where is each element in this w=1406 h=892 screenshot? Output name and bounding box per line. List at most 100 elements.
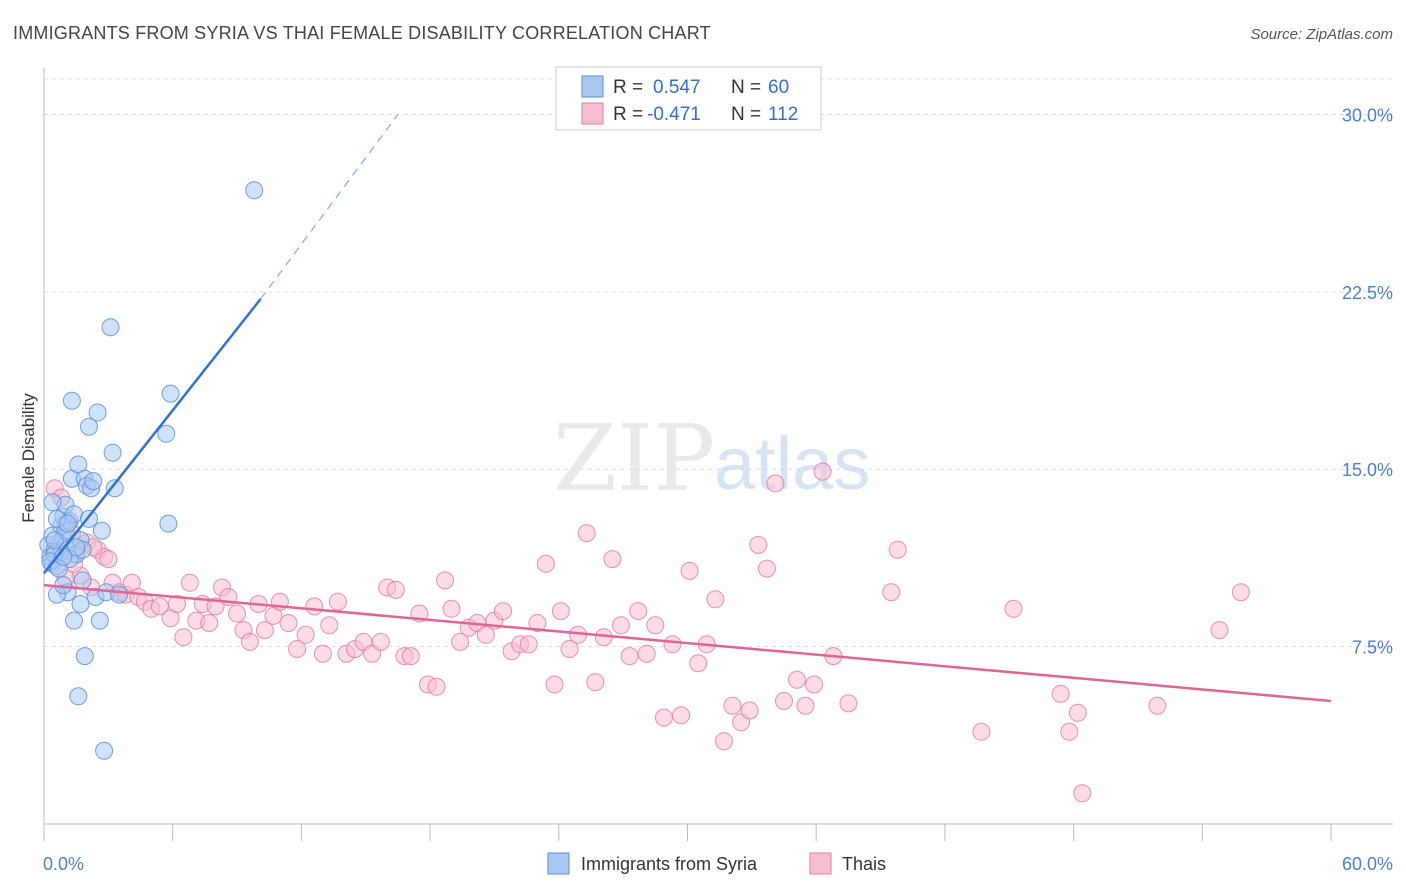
thais-point-91 [740, 701, 759, 720]
thais-point-49 [386, 580, 405, 599]
thais-point-37 [288, 640, 307, 658]
thais-point-96 [787, 670, 806, 689]
trend-line-thais [43, 583, 1332, 703]
syria-point-31 [105, 479, 124, 498]
thais-point-101 [839, 694, 858, 713]
syria-point-45 [69, 687, 88, 706]
bottom-legend-swatch-thais [809, 852, 832, 875]
syria-point-44 [75, 647, 94, 666]
series-syria-points [39, 181, 264, 760]
syria-point-54 [73, 571, 92, 590]
thais-point-89 [723, 696, 742, 715]
y-tick-labels: 7.5% 15.0% 22.5% 30.0% [1342, 105, 1393, 657]
thais-point-41 [320, 616, 339, 635]
thais-point-111 [1210, 621, 1229, 640]
syria-point-59 [58, 514, 77, 533]
x-tick-label-min: 0.0% [43, 854, 84, 874]
thais-point-62 [494, 602, 512, 621]
thais-point-18 [150, 597, 169, 616]
thais-point-31 [240, 632, 259, 651]
thais-point-92 [749, 535, 768, 554]
thais-point-39 [305, 597, 324, 616]
thais-point-84 [680, 561, 699, 580]
y-tick-label-3: 30.0% [1342, 105, 1393, 125]
thais-point-98 [805, 675, 824, 694]
thais-point-22 [180, 573, 199, 592]
syria-point-43 [71, 595, 90, 613]
syria-point-46 [95, 741, 114, 760]
x-tick-label-max: 60.0% [1342, 854, 1393, 874]
syria-point-55 [43, 493, 62, 512]
syria-point-38 [159, 514, 178, 533]
legend-n-label-thais: N = [731, 104, 761, 125]
source-credit: Source: ZipAtlas.com [1250, 26, 1393, 43]
syria-point-27 [90, 611, 109, 630]
thais-point-78 [629, 602, 648, 621]
axes [43, 68, 1393, 841]
thais-point-77 [620, 647, 639, 666]
syria-point-34 [80, 417, 98, 436]
legend-r-value-syria: 0.547 [653, 77, 701, 98]
thais-point-79 [637, 644, 656, 663]
series-thais-points [45, 462, 1250, 803]
legend-n-label-syria: N = [731, 77, 761, 98]
thais-point-72 [577, 524, 596, 543]
thais-point-83 [672, 706, 691, 725]
thais-point-56 [442, 599, 461, 618]
thais-point-88 [715, 732, 733, 751]
watermark-zip: ZIP [553, 405, 715, 512]
thais-point-60 [476, 625, 495, 644]
thais-point-21 [174, 628, 193, 647]
thais-point-99 [813, 462, 832, 481]
legend-n-value-thais: 112 [768, 104, 798, 125]
thais-point-10 [99, 550, 118, 569]
syria-point-42 [65, 611, 83, 630]
legend-swatch-syria [581, 75, 604, 98]
thais-point-57 [451, 632, 470, 651]
thais-point-109 [1073, 784, 1092, 803]
thais-point-95 [775, 692, 793, 710]
thais-point-103 [888, 540, 907, 559]
syria-point-40 [245, 181, 264, 200]
syria-point-28 [92, 521, 111, 540]
thais-point-36 [279, 614, 298, 632]
thais-point-75 [603, 550, 622, 569]
thais-point-104 [972, 722, 991, 741]
syria-point-37 [157, 424, 176, 443]
thais-point-29 [228, 604, 246, 623]
grid-lines [44, 78, 1393, 648]
thais-point-51 [401, 647, 420, 666]
thais-point-73 [586, 673, 605, 692]
thais-point-66 [528, 614, 547, 632]
thais-point-107 [1060, 722, 1079, 741]
watermark: ZIP atlas [553, 405, 870, 512]
thais-point-67 [536, 554, 555, 573]
syria-point-33 [88, 403, 107, 422]
thais-point-55 [436, 571, 455, 590]
thais-point-68 [545, 675, 564, 694]
thais-point-108 [1068, 703, 1087, 722]
syria-point-30 [103, 443, 122, 462]
y-axis-title: Female Disability [19, 393, 38, 523]
thais-point-54 [427, 677, 446, 696]
syria-point-36 [101, 318, 120, 337]
chart-title: IMMIGRANTS FROM SYRIA VS THAI FEMALE DIS… [13, 23, 711, 43]
thais-point-110 [1148, 696, 1167, 715]
thais-point-106 [1051, 684, 1070, 703]
trend-line-syria-extension [260, 114, 399, 300]
y-tick-label-1: 15.0% [1342, 460, 1393, 480]
thais-point-69 [551, 602, 570, 621]
thais-point-102 [882, 583, 901, 602]
syria-point-32 [110, 585, 129, 604]
trend-line-syria [43, 298, 262, 575]
bottom-legend-label-thais: Thais [842, 854, 886, 874]
bottom-legend-swatch-syria [547, 852, 570, 875]
thais-point-40 [313, 644, 332, 663]
y-tick-label-2: 22.5% [1342, 283, 1393, 303]
thais-point-33 [255, 621, 274, 640]
thais-point-20 [168, 595, 186, 613]
watermark-atlas: atlas [714, 422, 870, 505]
syria-point-57 [84, 472, 103, 491]
syria-point-53 [67, 538, 86, 557]
